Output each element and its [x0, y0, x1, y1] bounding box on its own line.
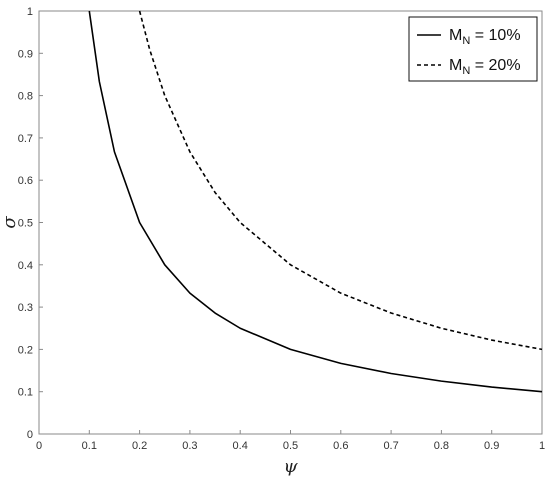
y-tick-label: 0.7	[18, 133, 33, 145]
legend-box	[408, 16, 538, 82]
x-tick-label: 0.1	[82, 440, 97, 452]
legend: MN = 10% MN = 20%	[408, 16, 538, 82]
y-tick-label: 0.6	[18, 175, 33, 187]
series-line-2	[138, 10, 543, 351]
y-tick-label: 0.5	[18, 218, 33, 230]
x-tick-label: 0.8	[434, 440, 449, 452]
y-tick-label: 0.9	[18, 48, 33, 60]
y-tick-label: 0	[27, 429, 33, 441]
legend-label-series-1: MN = 10%	[449, 27, 521, 47]
x-tick-label: 0.3	[182, 440, 197, 452]
y-tick-label: 1	[27, 6, 33, 18]
y-tick-label: 0.1	[18, 387, 33, 399]
legend-label-series-2: MN = 20%	[449, 57, 521, 77]
y-tick-label: 0.8	[18, 91, 33, 103]
y-axis-title: σ	[0, 216, 20, 229]
x-tick-label: 0.7	[383, 440, 398, 452]
y-tick-label: 0.3	[18, 302, 33, 314]
x-tick-label: 0.6	[333, 440, 348, 452]
x-tick-label: 0	[36, 440, 42, 452]
y-tick-label: 0.4	[18, 260, 33, 272]
x-tick-label: 0.5	[283, 440, 298, 452]
series-layer	[88, 10, 543, 393]
tick-layer: 0 0.1 0.2 0.3 0.4 0.5 0.6 0.7 0.8 0.9 1 0 0.1 0.2 0.3 0…	[18, 6, 545, 452]
x-axis-title: ψ	[283, 456, 298, 477]
x-tick-label: 0.9	[484, 440, 499, 452]
y-tick-label: 0.2	[18, 344, 33, 356]
x-tick-label: 1	[539, 440, 545, 452]
x-tick-label: 0.4	[233, 440, 248, 452]
x-tick-label: 0.2	[132, 440, 147, 452]
series-line-1	[88, 10, 543, 393]
